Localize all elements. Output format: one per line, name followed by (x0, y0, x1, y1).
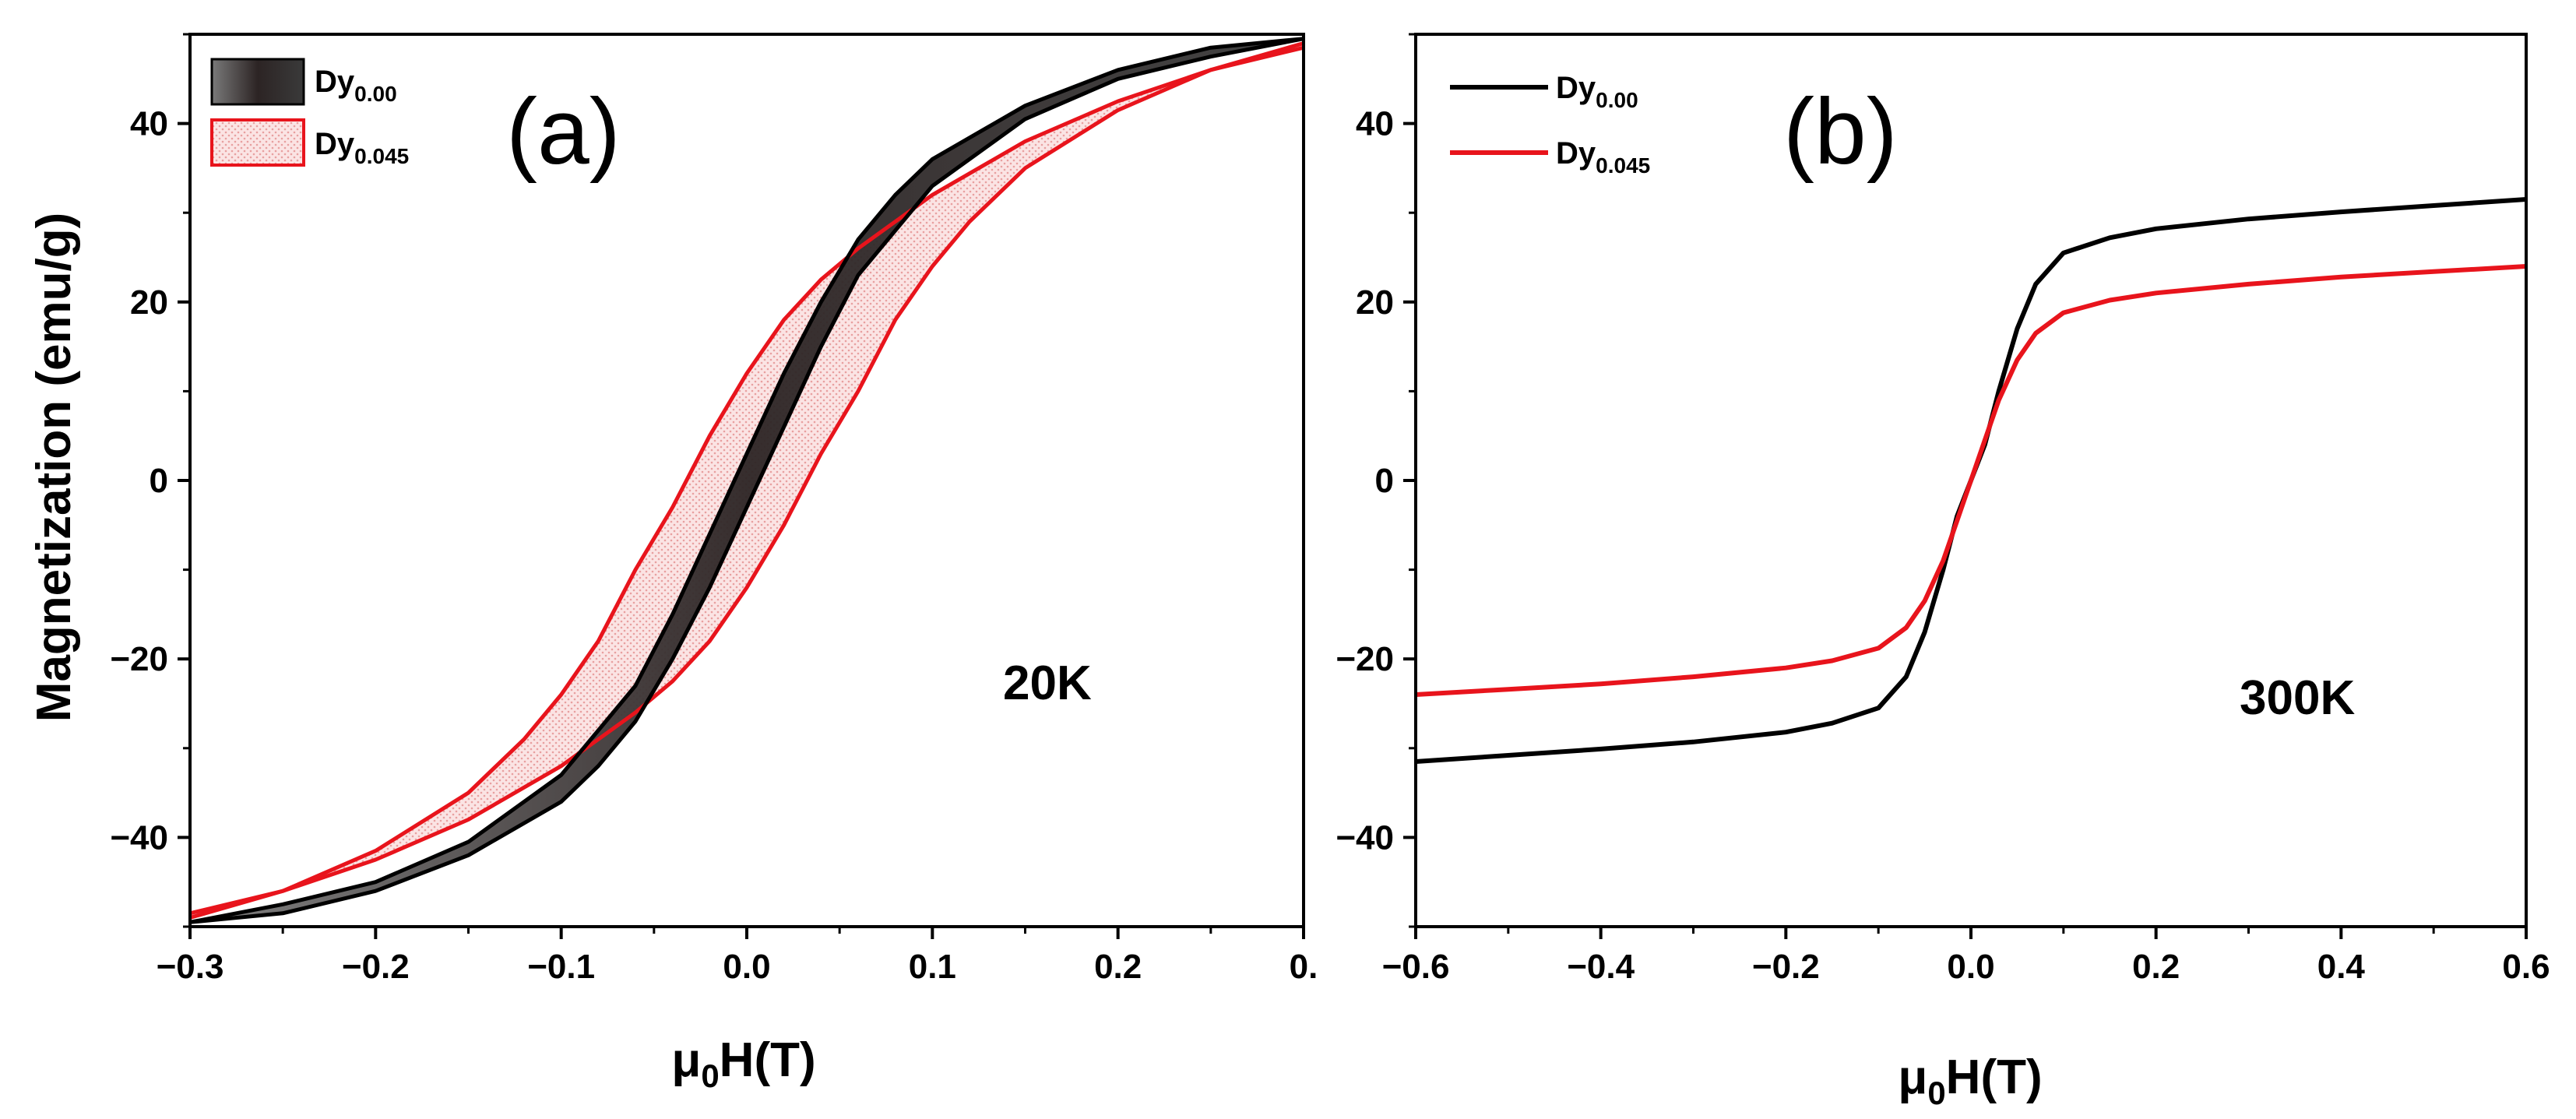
y-tick-label: 40 (130, 105, 168, 143)
panel-a-x-axis-title: μ0H(T) (671, 1033, 815, 1094)
y-tick-label: 0 (150, 462, 168, 500)
series-line-dy0045 (1416, 264, 2526, 697)
y-tick-label: 40 (1356, 105, 1394, 143)
series-line-dy000-upper-branch (190, 37, 1304, 924)
x-tick-label: −0.2 (1752, 948, 1820, 986)
panel-b-temperature-label: 300K (2240, 671, 2355, 725)
y-tick-label: 0 (1375, 462, 1394, 500)
x-tick-label: −0.3 (157, 948, 224, 986)
series-line-dy000-lower-branch (190, 37, 1304, 924)
panel-b-label: (b) (1783, 79, 1898, 184)
panel-b-legend: Dy0.00 Dy0.045 (1450, 71, 1650, 178)
legend-label-dy0045: Dy0.045 (315, 127, 409, 168)
x-tick-label: 0.4 (2317, 948, 2366, 986)
x-tick-label: 0.2 (2132, 948, 2180, 986)
panel-a-axes: −0.3 −0.2 −0.1 0.0 0.1 0.2 0. −40 −20 0 20 40 (110, 33, 1318, 986)
x-tick-label: 0. (1290, 948, 1318, 986)
y-tick-label: −20 (110, 640, 168, 678)
panel-b-series-lines (1416, 197, 2526, 764)
y-tick-label: 20 (1356, 283, 1394, 322)
legend-swatch-dy000 (210, 58, 305, 106)
y-tick-label: −40 (110, 818, 168, 857)
panel-a-y-axis-title: Magnetization (emu/g) (27, 213, 81, 722)
x-tick-label: 0.0 (723, 948, 770, 986)
panel-b-x-axis-title: μ0H(T) (1898, 1050, 2042, 1111)
panel-a-series-lines (190, 37, 1304, 924)
loop-fill-dy000 (190, 38, 1304, 923)
legend-label-dy0045: Dy0.045 (1556, 136, 1650, 178)
y-tick-label: 20 (130, 283, 168, 322)
panel-b-axes: −0.6 −0.4 −0.2 0.0 0.2 0.4 0.6 −40 −20 0 20 40 (1336, 33, 2550, 986)
x-tick-label: −0.6 (1382, 948, 1450, 986)
legend-label-dy000: Dy0.00 (315, 65, 397, 106)
x-tick-label: 0.2 (1094, 948, 1142, 986)
legend-label-dy000: Dy0.00 (1556, 71, 1638, 112)
x-tick-label: 0.0 (1947, 948, 1994, 986)
x-tick-label: −0.2 (342, 948, 410, 986)
panel-a-loop-fills (190, 38, 1304, 923)
panel-a-label: (a) (506, 79, 621, 184)
series-line-dy0045-lower-branch (190, 41, 1304, 916)
y-tick-label: −20 (1336, 640, 1394, 678)
x-tick-label: 0.1 (909, 948, 956, 986)
panel-a-temperature-label: 20K (1003, 656, 1092, 710)
x-tick-label: 0.6 (2502, 948, 2550, 986)
series-line-dy0045-upper-branch (190, 45, 1304, 920)
x-tick-label: −0.4 (1567, 948, 1635, 986)
panel-a-legend: Dy0.00 Dy0.045 (210, 58, 409, 168)
legend-swatch-dy0045 (210, 118, 305, 167)
x-tick-label: −0.1 (527, 948, 595, 986)
panel-a: −0.3 −0.2 −0.1 0.0 0.1 0.2 0. −40 −20 0 20 40 (a) 2… (27, 33, 1318, 1094)
y-tick-label: −40 (1336, 818, 1394, 857)
